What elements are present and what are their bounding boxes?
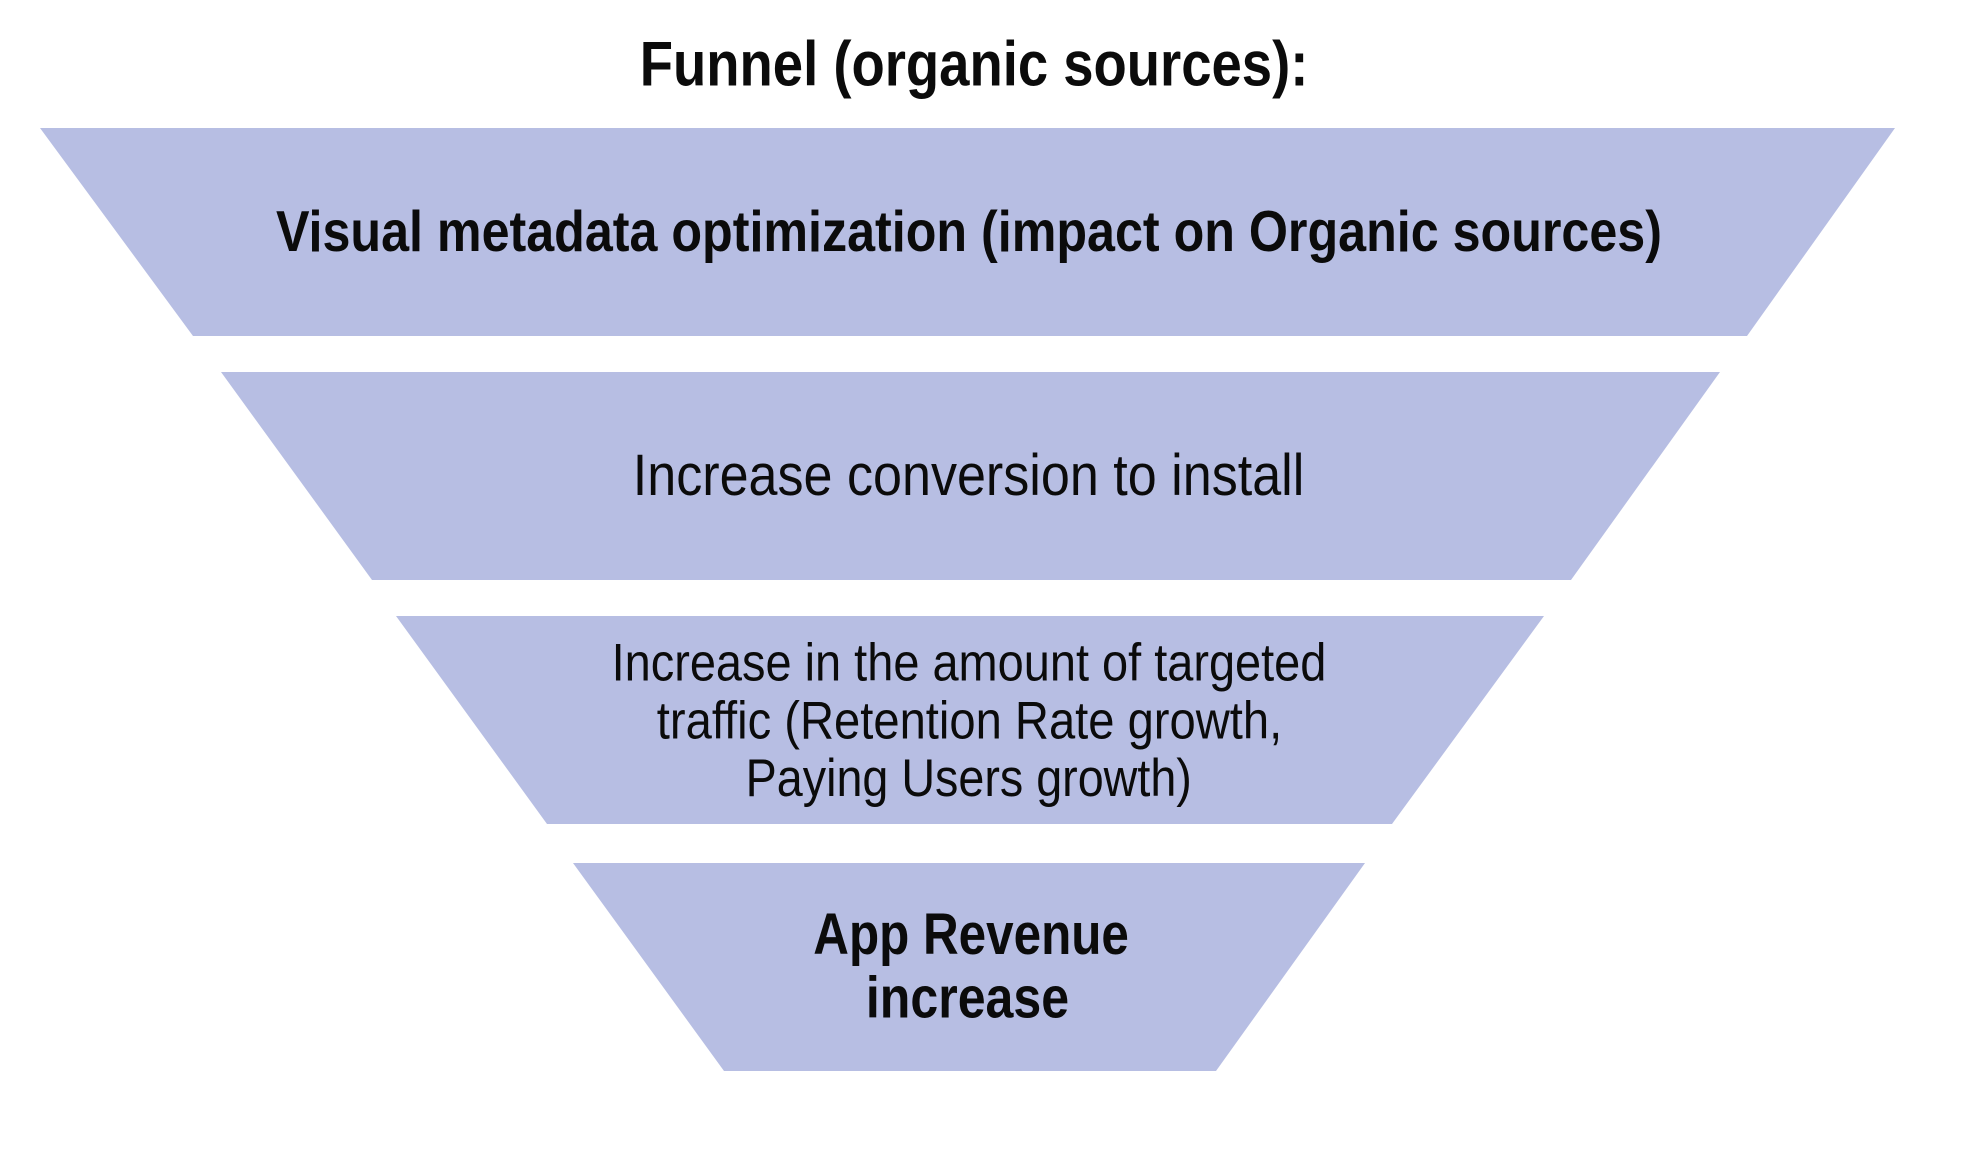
svg-text:Increase conversion to install: Increase conversion to install [633, 443, 1305, 508]
svg-text:traffic (Retention Rate growth: traffic (Retention Rate growth, [657, 691, 1282, 750]
svg-text:Paying Users growth): Paying Users growth) [746, 749, 1192, 808]
svg-text:increase: increase [866, 965, 1069, 1030]
svg-text:Funnel (organic sources):: Funnel (organic sources): [640, 30, 1309, 100]
svg-text:App Revenue: App Revenue [813, 902, 1129, 967]
svg-text:Visual metadata optimization (: Visual metadata optimization (impact on … [276, 200, 1662, 264]
svg-text:Increase in the amount of targ: Increase in the amount of targeted [612, 633, 1327, 692]
